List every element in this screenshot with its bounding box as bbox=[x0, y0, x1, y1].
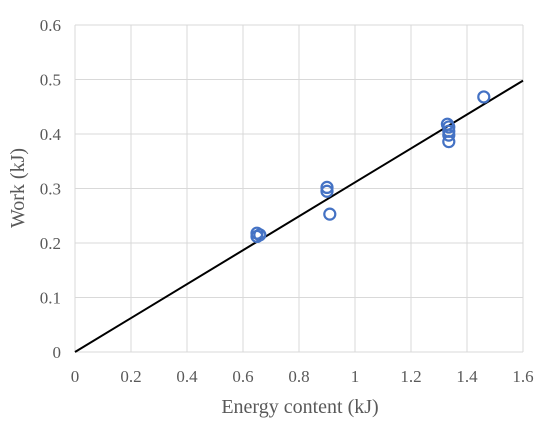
x-tick-label-1: 0.2 bbox=[120, 367, 141, 386]
y-tick-label-1: 0.1 bbox=[40, 289, 61, 308]
y-axis-title: Work (kJ) bbox=[7, 148, 29, 228]
y-tick-label-2: 0.2 bbox=[40, 234, 61, 253]
axes bbox=[74, 25, 523, 353]
x-tick-label-2: 0.4 bbox=[176, 367, 198, 386]
data-point-0-4 bbox=[320, 184, 334, 198]
data-points bbox=[250, 90, 491, 244]
data-point-0-11 bbox=[477, 90, 491, 104]
data-point-0-10 bbox=[442, 135, 456, 149]
x-tick-label-3: 0.6 bbox=[232, 367, 253, 386]
data-point-0-2 bbox=[253, 228, 267, 242]
x-tick-label-5: 1 bbox=[351, 367, 360, 386]
y-tick-label-3: 0.3 bbox=[40, 180, 61, 199]
data-point-0-9 bbox=[442, 128, 456, 142]
y-tick-label-0: 0 bbox=[53, 343, 62, 362]
x-axis-title: Energy content (kJ) bbox=[221, 396, 378, 418]
x-tick-label-0: 0 bbox=[71, 367, 80, 386]
data-point-0-5 bbox=[323, 207, 337, 221]
x-tick-label-8: 1.6 bbox=[512, 367, 533, 386]
y-tick-labels: 0 0.1 0.2 0.3 0.4 0.5 0.6 bbox=[40, 16, 62, 362]
grid bbox=[75, 24, 524, 352]
x-tick-labels: 0 0.2 0.4 0.6 0.8 1 1.2 1.4 1.6 bbox=[71, 367, 534, 386]
x-tick-label-7: 1.4 bbox=[456, 367, 478, 386]
y-tick-label-5: 0.5 bbox=[40, 71, 61, 90]
x-tick-label-6: 1.2 bbox=[400, 367, 421, 386]
y-tick-label-6: 0.6 bbox=[40, 16, 61, 35]
y-tick-label-4: 0.4 bbox=[40, 125, 62, 144]
data-point-0-7 bbox=[442, 120, 456, 134]
data-point-0-3 bbox=[320, 180, 334, 195]
x-tick-label-4: 0.8 bbox=[288, 367, 309, 386]
